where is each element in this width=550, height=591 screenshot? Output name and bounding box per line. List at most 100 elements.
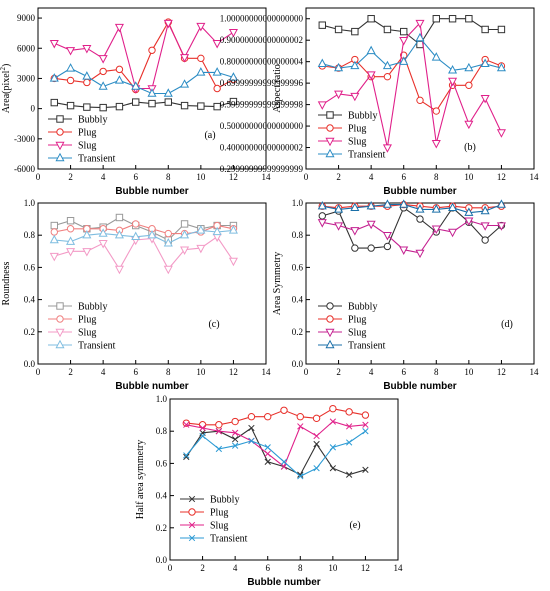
- x-tick-label: 0: [36, 172, 41, 182]
- legend-marker: [188, 495, 196, 503]
- data-point: [329, 465, 337, 472]
- legend-entry: Plug: [348, 124, 366, 135]
- data-point: [361, 411, 370, 419]
- data-point: [247, 413, 256, 421]
- data-point: [350, 202, 360, 212]
- data-point: [496, 199, 506, 208]
- series-line-bubbly: [54, 101, 234, 109]
- x-tick-label: 6: [401, 367, 406, 377]
- panel-label: (d): [501, 319, 513, 330]
- x-tick-label: 8: [434, 367, 439, 377]
- legend-entry: Bubbly: [348, 302, 377, 313]
- x-axis-label: Bubble number: [115, 186, 188, 197]
- data-point: [66, 63, 76, 72]
- data-point: [82, 45, 92, 54]
- y-tick-label: 1.00000000000000000: [220, 14, 304, 24]
- x-tick-label: 10: [196, 172, 206, 182]
- x-tick-label: 4: [101, 172, 106, 182]
- data-point: [382, 199, 392, 208]
- y-tick-label: 0.8: [24, 230, 36, 240]
- data-point: [197, 54, 205, 63]
- series-line-bubbly: [322, 206, 502, 249]
- series-slug: [183, 418, 369, 470]
- series-transient: [317, 199, 506, 216]
- y-tick-label: 0.29999999999999999: [220, 164, 304, 174]
- legend-marker: [56, 302, 64, 310]
- y-axis-label-end: ): [1, 64, 12, 67]
- x-tick-label: 0: [36, 367, 41, 377]
- legend-marker: [326, 315, 334, 323]
- data-point: [480, 94, 490, 104]
- data-point: [264, 458, 271, 465]
- data-point: [448, 228, 458, 238]
- x-tick-label: 14: [262, 367, 272, 377]
- data-point: [231, 436, 239, 443]
- plot-frame: [37, 202, 267, 365]
- data-point: [313, 440, 320, 448]
- plot-frame: [305, 7, 535, 170]
- x-tick-label: 2: [336, 172, 341, 182]
- series-line-slug: [54, 21, 234, 90]
- chart-panel-3: 0 2 4 6 8 10 12 14 0.0 0.2 0.4 0.6 0.8 1.0 Bubble numb…: [1, 198, 271, 392]
- series-line-transient: [185, 430, 366, 477]
- x-tick-label: 2: [68, 172, 73, 182]
- legend-marker: [55, 152, 65, 162]
- y-tick-label: 0.2: [292, 327, 303, 337]
- legend-entry: Slug: [78, 328, 96, 339]
- data-point: [163, 265, 173, 275]
- data-point: [164, 229, 172, 238]
- data-point: [196, 67, 206, 76]
- series-line-transient: [322, 37, 502, 71]
- x-tick-label: 8: [434, 172, 439, 182]
- data-point: [98, 81, 108, 90]
- data-point: [66, 236, 76, 245]
- chart-panel-1: 0 2 4 6 8 10 12 14 -6000 -3000 0 3000 6000 9000 Bubble…: [0, 7, 271, 197]
- data-point: [180, 54, 190, 63]
- y-tick-label: 6000: [17, 43, 36, 53]
- data-point: [264, 413, 272, 421]
- chart-panel-2: 0 2 4 6 8 10 12 140.299999999999999990.40000000…: [220, 7, 539, 197]
- data-point: [415, 32, 425, 42]
- data-point: [399, 199, 409, 208]
- data-point: [98, 228, 108, 237]
- data-point: [82, 71, 92, 80]
- data-point: [345, 408, 353, 416]
- data-point: [180, 79, 190, 88]
- data-point: [212, 67, 222, 76]
- legend-entry: Plug: [210, 508, 228, 519]
- y-tick-label: 0.40000000000000002: [220, 143, 303, 153]
- series-bubbly: [183, 424, 369, 478]
- data-point: [280, 458, 288, 465]
- data-point: [147, 88, 157, 97]
- data-point: [362, 421, 369, 428]
- data-point: [196, 22, 206, 32]
- y-tick-label: 0.59999999999999998: [220, 100, 304, 110]
- y-tick-label: 0.80000000000000004: [220, 57, 304, 67]
- data-point: [114, 23, 124, 33]
- data-point: [49, 73, 59, 82]
- data-point: [231, 442, 239, 449]
- y-tick-label: 0.69999999999999996: [220, 78, 304, 88]
- data-point: [317, 200, 327, 210]
- series-line-plug: [186, 408, 366, 426]
- legend: Bubbly Plug Slug Transient: [180, 495, 248, 545]
- series-line-slug: [322, 220, 502, 254]
- y-axis-label: Half area symmetry: [135, 440, 146, 519]
- data-point: [148, 99, 156, 108]
- data-point: [317, 101, 327, 110]
- x-tick-label: 10: [196, 367, 206, 377]
- data-point: [383, 242, 392, 251]
- data-point: [448, 202, 458, 212]
- data-point: [98, 55, 108, 64]
- legend-entry: Transient: [348, 341, 386, 352]
- x-tick-label: 4: [101, 367, 106, 377]
- series-line-slug: [54, 236, 234, 271]
- data-point: [132, 220, 140, 228]
- data-point: [147, 229, 157, 239]
- x-axis-label: Bubble number: [115, 381, 188, 392]
- data-point: [431, 52, 441, 61]
- data-point: [383, 72, 392, 81]
- data-point: [350, 227, 360, 236]
- data-point: [296, 413, 304, 421]
- legend-marker: [56, 315, 64, 323]
